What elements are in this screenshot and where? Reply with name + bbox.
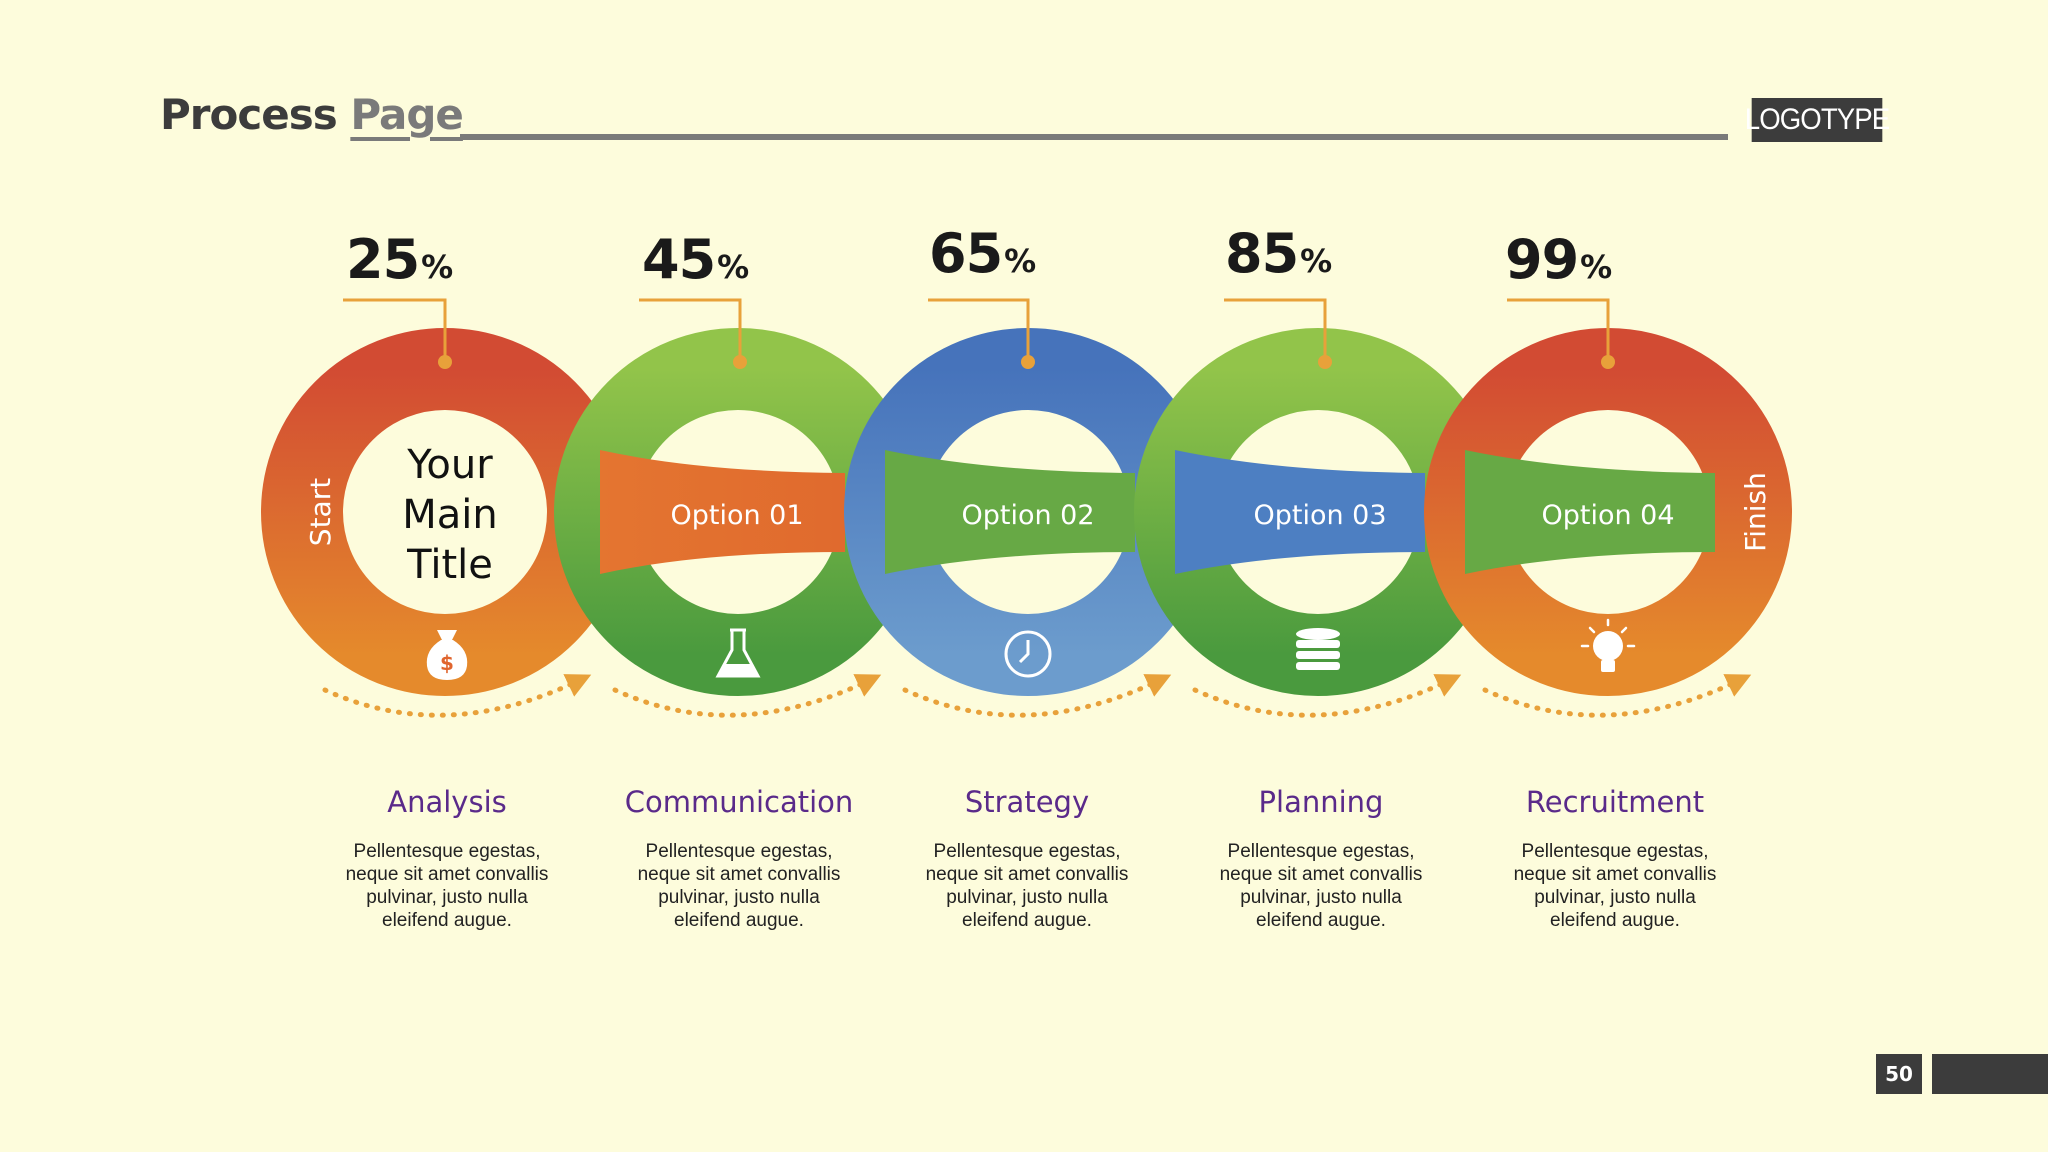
percent-sign: % [1004,242,1037,280]
database-icon [1296,628,1340,670]
title-part-1: Process [160,90,338,139]
start-label: Start [304,478,337,546]
step-description-analysis: Pellentesque egestas, neque sit amet con… [345,841,549,931]
main-title-line-1: Your [406,442,493,488]
band-option-02 [885,450,1135,574]
percent-5: 99% [1505,228,1612,291]
option-02-label: Option 02 [961,500,1094,531]
main-title-line-2: Main [402,492,498,538]
step-description-planning: Pellentesque egestas, neque sit amet con… [1219,841,1423,931]
band-option-04 [1465,450,1715,574]
arrow-2 [612,674,882,718]
flask-icon [715,628,761,678]
percent-3: 65% [929,222,1036,285]
leader-line-3 [928,298,1030,362]
option-03-label: Option 03 [1253,500,1386,531]
step-label-analysis: Analysis [387,785,507,819]
leader-line-4 [1224,298,1327,362]
leader-line-5 [1507,298,1610,362]
step-label-recruitment: Recruitment [1525,785,1705,819]
percent-sign: % [1300,242,1333,280]
money-bag-icon: $ [426,630,468,680]
percent-sign: % [717,248,750,286]
main-title-line-3: Title [406,542,493,588]
leader-line-1 [343,298,447,362]
leader-dot-5 [1601,355,1615,369]
step-description-recruitment: Pellentesque egestas, neque sit amet con… [1513,841,1717,931]
step-description-strategy: Pellentesque egestas, neque sit amet con… [925,841,1129,931]
lightbulb-icon [1580,618,1636,672]
percent-2: 45% [642,228,749,291]
percent-value: 99 [1505,228,1579,291]
leader-dots [438,355,1615,369]
leader-line-2 [639,298,742,362]
leader-dot-4 [1318,355,1332,369]
leader-lines [343,298,1610,362]
leader-dot-2 [733,355,747,369]
finish-label: Finish [1739,472,1772,552]
percent-value: 25 [346,228,420,291]
arrow-1 [322,674,592,718]
step-label-communication: Communication [624,785,854,819]
arrow-5 [1482,674,1752,718]
band-option-03 [1175,450,1425,574]
dotted-arrows [322,674,1752,718]
band-option-01 [600,450,845,574]
percent-4: 85% [1225,222,1332,285]
arrow-3 [902,674,1172,718]
page-bar [1932,1054,2048,1094]
percent-sign: % [1580,248,1613,286]
header-divider [460,134,1728,140]
clock-icon [1004,630,1052,678]
option-01-label: Option 01 [670,500,803,531]
option-04-label: Option 04 [1541,500,1674,531]
step-label-strategy: Strategy [964,785,1090,819]
leader-dot-1 [438,355,452,369]
percent-sign: % [421,248,454,286]
percent-value: 85 [1225,222,1299,285]
percent-1: 25% [346,228,453,291]
arrow-4 [1192,674,1462,718]
svg-text:$: $ [440,651,454,675]
title-part-2: Page [350,90,464,139]
page-title: Process Page [160,90,464,139]
step-description-communication: Pellentesque egestas, neque sit amet con… [637,841,841,931]
percent-value: 45 [642,228,716,291]
page-number: 50 [1876,1054,1922,1094]
leader-dot-3 [1021,355,1035,369]
logo: LOGOTYPE [1745,98,1890,142]
step-label-planning: Planning [1258,785,1384,819]
percent-value: 65 [929,222,1003,285]
